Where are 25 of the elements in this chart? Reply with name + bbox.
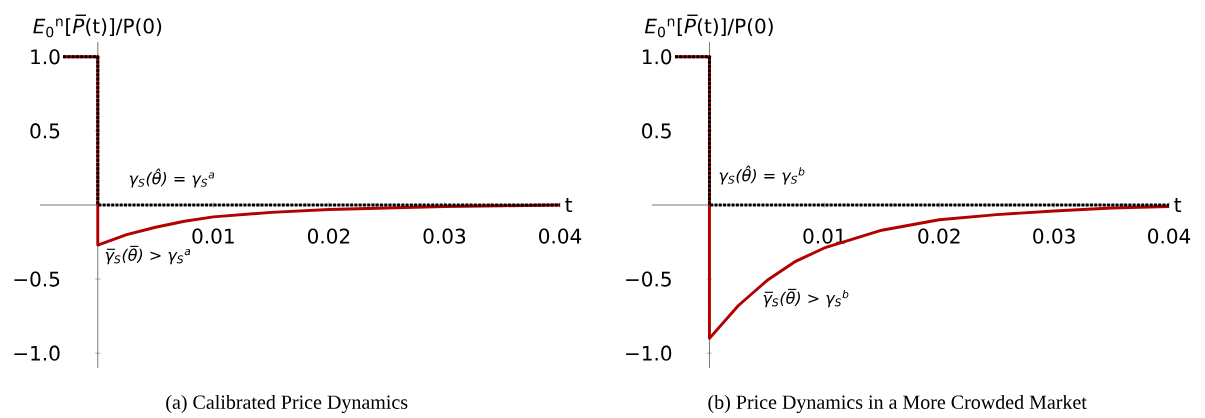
annotation: γ̅$_{S}$(θ̅) > γ$_{S}$a (105, 245, 191, 265)
x-tick-label: 0.03 (1033, 228, 1075, 244)
annotation: γ$_{S}$(θ̂) = γ$_{S}$a (129, 168, 215, 188)
x-tick-label: 0.04 (539, 228, 582, 244)
y-tick-label: −0.5 (14, 271, 60, 287)
text: (a) Calibrated Price Dynamics (166, 394, 408, 414)
y-axis-title: E$_{0}$$^{n}$[P̅(t)]/P(0) (33, 14, 162, 38)
annotation: γ$_{S}$(θ̂) = γ$_{S}$b (719, 165, 805, 185)
x-tick-label: 0.02 (307, 228, 350, 244)
x-tick-label: 0.01 (192, 228, 234, 244)
y-tick-label: −1.0 (14, 345, 60, 361)
y-tick-label: 0.5 (30, 123, 60, 139)
x-axis-title: t (565, 197, 573, 213)
y-tick-label: 1.0 (31, 49, 60, 65)
y-axis-title: E$_{0}$$^{n}$[P̅(t)]/P(0) (644, 14, 773, 38)
y-tick-label: 1.0 (642, 49, 672, 65)
x-axis-title: t (1174, 197, 1182, 213)
y-tick-label: −0.5 (626, 271, 671, 287)
y-tick-label: 0.5 (642, 123, 671, 139)
x-tick-label: 0.03 (423, 228, 466, 244)
x-tick-label: 0.02 (918, 228, 960, 244)
x-tick-label: 0.04 (1148, 228, 1191, 244)
y-tick-label: −1.0 (626, 345, 672, 361)
text: (b) Price Dynamics in a More Crowded Market (708, 394, 1087, 414)
annotation: γ̅$_{S}$(θ̅) > γ$_{S}$b (763, 288, 849, 308)
